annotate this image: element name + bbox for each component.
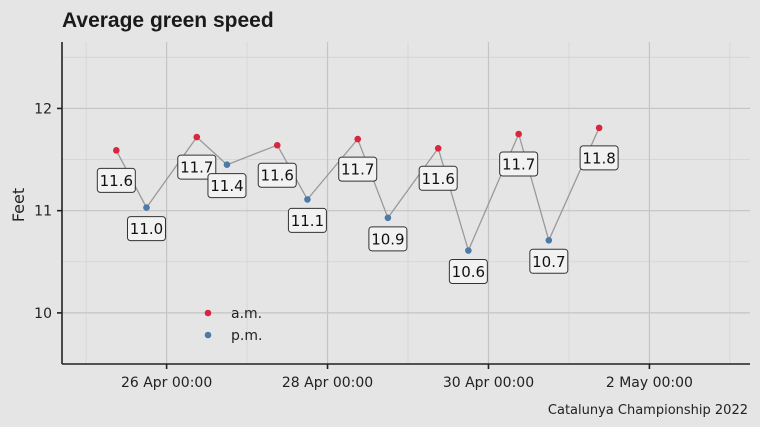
chart-title: Average green speed <box>62 9 274 32</box>
axes <box>57 42 750 369</box>
pm-data-point <box>143 204 150 211</box>
data-label-box <box>579 145 619 171</box>
data-label: 11.6 <box>257 162 297 188</box>
data-label-box <box>418 165 458 191</box>
data-label-text: 11.7 <box>180 159 213 177</box>
data-label-text: 11.0 <box>130 220 163 238</box>
data-label-box <box>338 156 378 182</box>
data-label-text: 11.6 <box>100 172 133 190</box>
data-label-text: 10.6 <box>452 263 485 281</box>
am-data-point <box>354 135 362 143</box>
grid <box>62 42 750 364</box>
y-tick-label: 10 <box>34 306 52 322</box>
pm-data-point <box>545 237 553 244</box>
x-tick-label: 2 May 00:00 <box>606 375 693 391</box>
data-label-text: 11.8 <box>582 149 615 167</box>
pm-data-point <box>223 161 231 168</box>
data-label: 11.7 <box>338 156 378 182</box>
data-label-box <box>529 248 569 274</box>
data-label-text: 11.4 <box>210 177 243 195</box>
am-data-point <box>595 124 603 132</box>
data-label: 11.6 <box>96 167 136 193</box>
data-label-text: 11.6 <box>421 170 454 188</box>
data-label-box <box>126 216 166 242</box>
data-label: 10.9 <box>368 226 408 252</box>
x-tick-label: 28 Apr 00:00 <box>282 375 373 391</box>
data-label-text: 11.7 <box>341 161 374 179</box>
data-label: 10.7 <box>529 248 569 274</box>
y-axis-ticks: 10 11 12 <box>34 101 52 321</box>
pm-data-point <box>304 196 311 203</box>
data-label: 11.4 <box>207 173 247 199</box>
am-data-point <box>273 141 281 149</box>
x-tick-label: 30 Apr 00:00 <box>443 375 534 391</box>
legend-entry: a.m. <box>231 306 262 322</box>
data-label: 11.0 <box>126 216 166 242</box>
data-label: 11.7 <box>499 151 539 177</box>
data-label: 11.7 <box>177 154 217 180</box>
data-label-box <box>368 226 408 252</box>
data-label: 11.6 <box>418 165 458 191</box>
data-label-box <box>96 167 136 193</box>
data-label-box <box>448 259 488 285</box>
data-label-text: 11.7 <box>502 156 535 174</box>
data-label-text: 11.1 <box>291 212 324 230</box>
y-tick-label: 11 <box>34 204 52 220</box>
series-connecting-line <box>115 127 600 253</box>
series-line-layer <box>115 127 600 253</box>
y-tick-label: 12 <box>34 101 52 117</box>
am-data-point <box>113 147 120 154</box>
data-label-text: 10.9 <box>371 230 404 248</box>
data-points <box>113 124 603 254</box>
data-label-box <box>257 162 297 188</box>
am-data-point <box>193 133 201 141</box>
am-data-point <box>434 145 442 152</box>
data-label-box <box>287 207 327 233</box>
x-tick-label: 26 Apr 00:00 <box>121 375 212 391</box>
am-data-point <box>515 130 522 138</box>
data-label: 11.1 <box>287 207 327 233</box>
data-label-box <box>177 154 217 180</box>
data-labels: 11.611.011.711.411.611.111.710.911.610.6… <box>96 145 619 285</box>
pm-data-point <box>384 214 392 222</box>
legend-marker <box>204 309 212 317</box>
legend: a.m. p.m. <box>204 306 262 344</box>
data-label-text: 11.6 <box>261 167 294 185</box>
chart-caption: Catalunya Championship 2022 <box>548 403 748 418</box>
data-label: 11.8 <box>579 145 619 171</box>
legend-entry: p.m. <box>231 328 262 344</box>
x-axis-ticks: 26 Apr 00:00 28 Apr 00:00 30 Apr 00:00 2 Ma… <box>121 375 693 391</box>
y-axis-label: Feet <box>9 188 28 222</box>
data-label-box <box>499 151 539 177</box>
data-label: 10.6 <box>448 259 488 285</box>
data-label-box <box>207 173 247 199</box>
data-label-text: 10.7 <box>532 253 565 271</box>
pm-data-point <box>465 247 472 254</box>
legend-marker <box>204 331 212 339</box>
